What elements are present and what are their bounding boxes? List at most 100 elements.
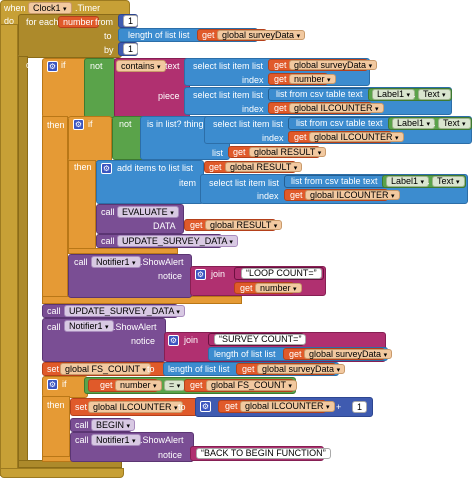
component-dropdown[interactable]: Label1 ▾: [372, 89, 416, 100]
select-label: select list item list: [213, 119, 284, 129]
component-dropdown[interactable]: Notifier1 ▾: [91, 256, 141, 268]
component-dropdown[interactable]: Label1 ▾: [386, 176, 430, 187]
by-label: by: [104, 45, 114, 55]
for-do-label: do: [26, 60, 37, 70]
number-value[interactable]: 1: [352, 401, 368, 413]
variable-dropdown[interactable]: global surveyData ▾: [257, 364, 346, 374]
add-items-label: add items to list list: [117, 163, 194, 173]
property-dropdown[interactable]: Text ▾: [418, 89, 451, 100]
from-label: from: [95, 17, 113, 27]
get-label: get: [274, 103, 287, 113]
procedure-dropdown[interactable]: EVALUATE ▾: [117, 206, 179, 218]
get-label: get: [289, 349, 302, 359]
gear-icon[interactable]: ⚙: [101, 163, 112, 174]
length-of-list-label: length of list list: [128, 30, 190, 40]
select-label: select list item list: [193, 61, 264, 71]
if-block-2-footer: [68, 248, 178, 254]
variable-dropdown[interactable]: global ILCOUNTER ▾: [309, 132, 404, 142]
variable-dropdown[interactable]: global surveyData ▾: [217, 30, 306, 40]
then-label: then: [47, 400, 65, 410]
call-label: call: [47, 322, 61, 332]
get-label: get: [242, 364, 255, 374]
get-label: get: [209, 162, 222, 172]
get-label: get: [240, 283, 253, 293]
get-label: get: [225, 401, 238, 411]
when-label: when: [4, 3, 26, 13]
call-label: call: [75, 420, 89, 430]
join-label: join: [211, 269, 226, 279]
gear-icon[interactable]: ⚙: [168, 335, 179, 346]
variable-dropdown[interactable]: global FS_COUNT ▾: [60, 363, 151, 375]
not-block[interactable]: [84, 58, 116, 118]
variable-dropdown[interactable]: global FS_COUNT ▾: [206, 380, 297, 391]
gear-icon[interactable]: ⚙: [47, 61, 58, 72]
gear-icon[interactable]: ⚙: [47, 379, 58, 390]
string-value[interactable]: “LOOP COUNT=”: [241, 268, 322, 279]
variable-dropdown[interactable]: global ILCOUNTER ▾: [305, 190, 400, 200]
notice-label: notice: [131, 336, 156, 346]
get-label: get: [290, 190, 303, 200]
variable-dropdown[interactable]: global RESULT ▾: [205, 220, 283, 230]
variable-dropdown[interactable]: global RESULT ▾: [225, 162, 303, 172]
contains-dropdown[interactable]: contains ▾: [116, 60, 166, 72]
dot-label: .: [427, 176, 430, 186]
method-label: .ShowAlert: [113, 322, 157, 332]
list-label: list: [212, 148, 223, 158]
procedure-dropdown[interactable]: UPDATE_SURVEY_DATA ▾: [64, 305, 185, 317]
get-label: get: [190, 220, 203, 230]
string-value[interactable]: “SURVEY COUNT=”: [214, 334, 307, 345]
not-label: not: [119, 119, 132, 129]
variable-dropdown[interactable]: number ▾: [289, 74, 336, 84]
component-dropdown[interactable]: Notifier1 ▾: [64, 320, 114, 332]
if-block-1-spine: [42, 116, 68, 298]
variable-dropdown[interactable]: number ▾: [115, 380, 162, 391]
component-dropdown[interactable]: Label1 ▾: [392, 118, 436, 129]
get-label: get: [233, 147, 246, 157]
index-label: index: [257, 191, 279, 201]
call-label: call: [74, 257, 88, 267]
event-block-footer: [0, 468, 124, 478]
component-dropdown[interactable]: Notifier1 ▾: [91, 434, 141, 446]
event-name: .Timer: [75, 3, 101, 13]
variable-dropdown[interactable]: number ▾: [255, 283, 302, 293]
gear-icon[interactable]: ⚙: [73, 119, 84, 130]
string-value[interactable]: “BACK TO BEGIN FUNCTION”: [196, 448, 331, 459]
do-label: do: [4, 16, 15, 26]
call-label: call: [75, 435, 89, 445]
for-each-label: for each: [26, 17, 59, 27]
get-label: get: [190, 380, 203, 390]
from-value[interactable]: 1: [123, 15, 139, 27]
variable-dropdown[interactable]: global ILCOUNTER ▾: [289, 103, 384, 113]
if-label: if: [61, 60, 66, 70]
variable-dropdown[interactable]: global surveyData ▾: [304, 349, 393, 359]
property-dropdown[interactable]: Text ▾: [438, 118, 471, 129]
component-dropdown[interactable]: Clock1 ▾: [28, 2, 72, 14]
if-block-3-spine: [42, 396, 70, 462]
is-in-list-label: is in list? thing: [147, 119, 204, 129]
get-label: get: [294, 132, 307, 142]
dot-label: .: [433, 118, 436, 128]
compare-operator-dropdown[interactable]: = ▾: [164, 380, 186, 391]
property-dropdown[interactable]: Text ▾: [432, 176, 465, 187]
variable-dropdown[interactable]: global ILCOUNTER ▾: [88, 401, 183, 413]
loop-variable[interactable]: number: [58, 16, 99, 28]
variable-dropdown[interactable]: global surveyData ▾: [289, 60, 378, 70]
then-label: then: [47, 120, 65, 130]
variable-dropdown[interactable]: global RESULT ▾: [249, 147, 327, 157]
gear-icon[interactable]: ⚙: [195, 269, 206, 280]
index-label: index: [242, 75, 264, 85]
gear-icon[interactable]: ⚙: [200, 401, 211, 412]
get-label: get: [274, 74, 287, 84]
method-label: .ShowAlert: [140, 435, 184, 445]
by-value[interactable]: 1: [123, 43, 139, 55]
to-label: to: [147, 364, 155, 374]
length-of-list-label: length of list list: [214, 349, 276, 359]
procedure-dropdown[interactable]: BEGIN ▾: [91, 419, 136, 431]
csv-label: list from csv table text: [291, 176, 378, 186]
to-label: to: [104, 31, 112, 41]
variable-dropdown[interactable]: global ILCOUNTER ▾: [240, 401, 335, 412]
procedure-dropdown[interactable]: UPDATE_SURVEY_DATA ▾: [117, 235, 238, 247]
get-label: get: [274, 60, 287, 70]
select-label: select list item list: [193, 90, 264, 100]
add-items-block[interactable]: [96, 160, 204, 204]
